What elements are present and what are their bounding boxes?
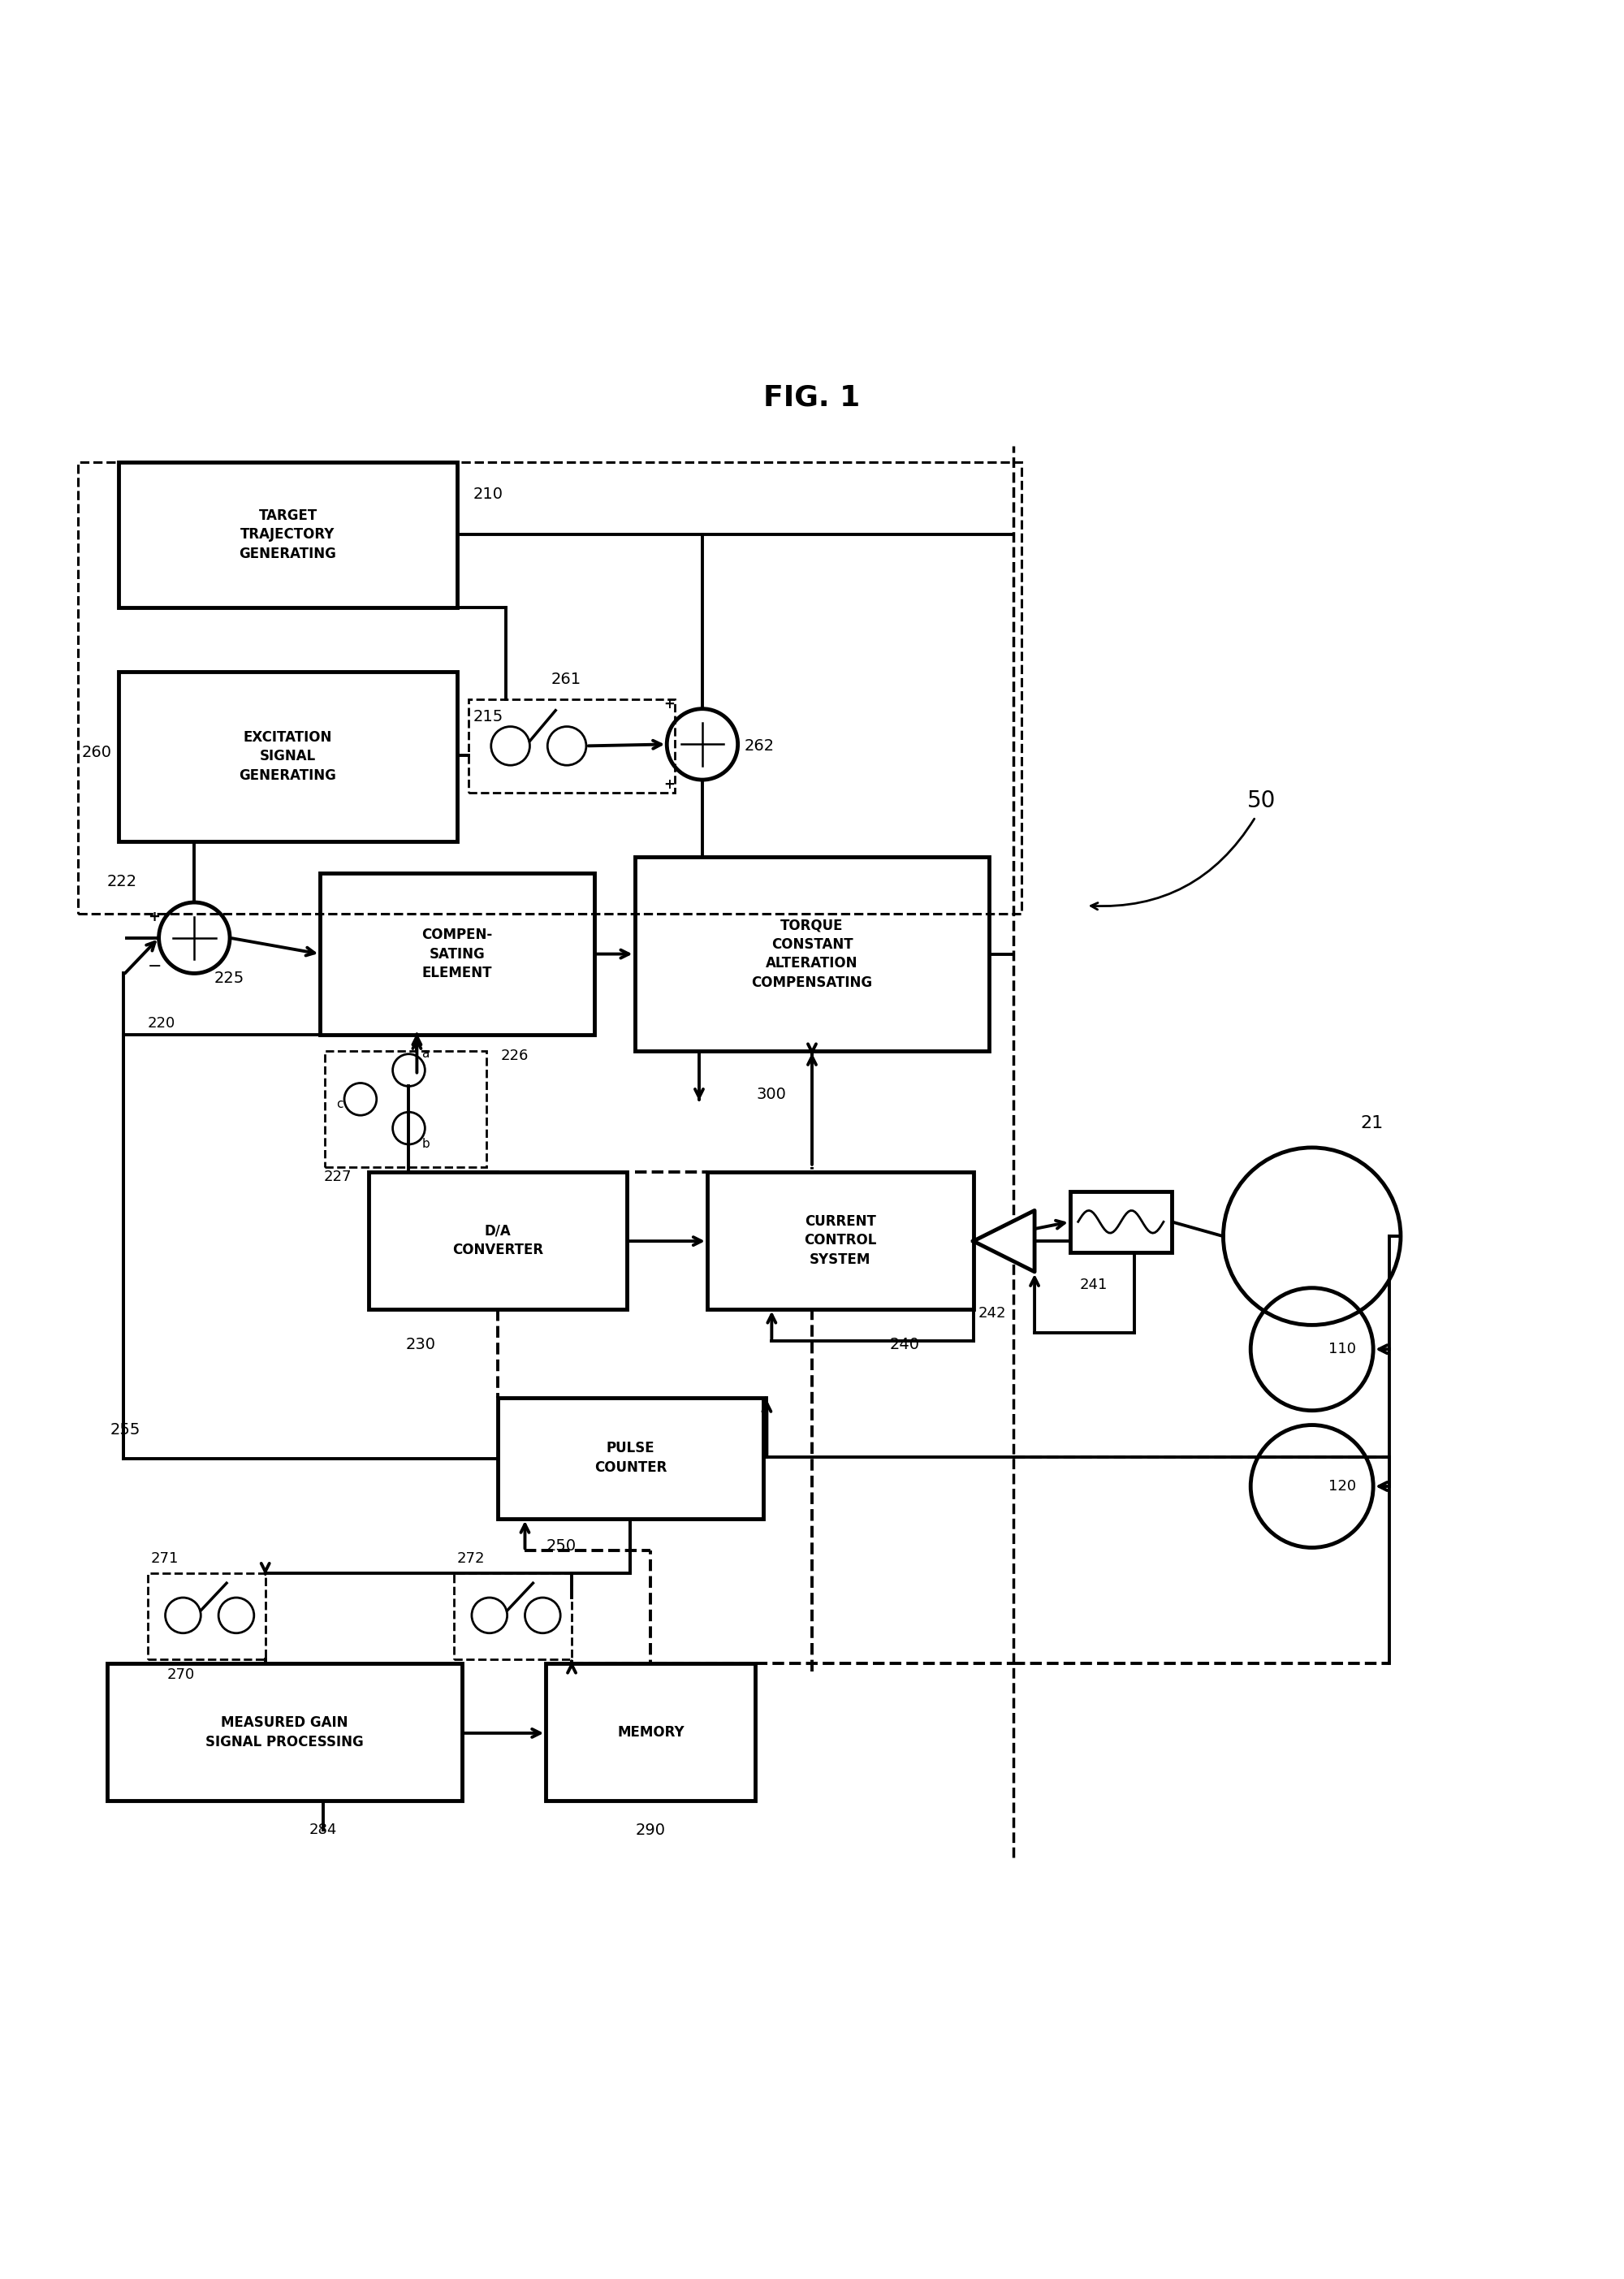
FancyBboxPatch shape bbox=[546, 1664, 755, 1800]
Text: 300: 300 bbox=[757, 1087, 786, 1103]
Text: a: a bbox=[422, 1048, 429, 1060]
Text: 215: 215 bbox=[473, 709, 503, 725]
Text: 210: 210 bbox=[473, 485, 503, 501]
FancyBboxPatch shape bbox=[706, 1171, 973, 1308]
Text: 120: 120 bbox=[1328, 1479, 1356, 1493]
Text: 220: 220 bbox=[148, 1016, 175, 1030]
Text: 260: 260 bbox=[81, 745, 112, 761]
Text: 250: 250 bbox=[546, 1538, 577, 1554]
FancyBboxPatch shape bbox=[1070, 1192, 1171, 1253]
Text: 222: 222 bbox=[107, 873, 138, 889]
Text: 255: 255 bbox=[110, 1422, 141, 1438]
FancyBboxPatch shape bbox=[119, 672, 458, 841]
Text: CURRENT
CONTROL
SYSTEM: CURRENT CONTROL SYSTEM bbox=[804, 1215, 877, 1267]
Text: 241: 241 bbox=[1080, 1276, 1108, 1292]
Text: 262: 262 bbox=[744, 738, 775, 754]
FancyBboxPatch shape bbox=[320, 873, 594, 1035]
Text: 230: 230 bbox=[406, 1338, 435, 1351]
FancyBboxPatch shape bbox=[369, 1171, 627, 1308]
Text: c: c bbox=[336, 1098, 343, 1110]
Text: 261: 261 bbox=[551, 672, 581, 688]
Text: −: − bbox=[148, 959, 162, 975]
Text: 50: 50 bbox=[1247, 789, 1276, 811]
Text: 21: 21 bbox=[1361, 1114, 1384, 1130]
Text: b: b bbox=[422, 1137, 430, 1151]
Text: PULSE
COUNTER: PULSE COUNTER bbox=[594, 1440, 667, 1475]
Text: FIG. 1: FIG. 1 bbox=[763, 383, 861, 410]
Text: 270: 270 bbox=[167, 1668, 195, 1682]
Text: 284: 284 bbox=[310, 1823, 338, 1837]
Text: 242: 242 bbox=[978, 1306, 1007, 1322]
Text: TORQUE
CONSTANT
ALTERATION
COMPENSATING: TORQUE CONSTANT ALTERATION COMPENSATING bbox=[752, 918, 872, 989]
Text: +: + bbox=[664, 697, 676, 711]
FancyBboxPatch shape bbox=[119, 463, 458, 606]
FancyBboxPatch shape bbox=[107, 1664, 463, 1800]
Text: 271: 271 bbox=[151, 1552, 179, 1566]
Text: COMPEN-
SATING
ELEMENT: COMPEN- SATING ELEMENT bbox=[422, 928, 492, 980]
Text: D/A
CONVERTER: D/A CONVERTER bbox=[451, 1224, 542, 1258]
Text: 272: 272 bbox=[458, 1552, 486, 1566]
Text: +: + bbox=[664, 777, 676, 791]
Text: TARGET
TRAJECTORY
GENERATING: TARGET TRAJECTORY GENERATING bbox=[239, 508, 336, 561]
Text: 110: 110 bbox=[1328, 1342, 1356, 1356]
Text: 240: 240 bbox=[890, 1338, 919, 1351]
Text: 226: 226 bbox=[500, 1048, 529, 1062]
Text: 225: 225 bbox=[214, 971, 244, 987]
Text: +: + bbox=[148, 909, 159, 925]
Text: MEASURED GAIN
SIGNAL PROCESSING: MEASURED GAIN SIGNAL PROCESSING bbox=[206, 1716, 364, 1750]
FancyBboxPatch shape bbox=[497, 1397, 763, 1518]
Text: MEMORY: MEMORY bbox=[617, 1725, 684, 1739]
FancyBboxPatch shape bbox=[635, 857, 989, 1051]
Polygon shape bbox=[973, 1210, 1034, 1272]
Text: 227: 227 bbox=[323, 1169, 351, 1183]
Text: EXCITATION
SIGNAL
GENERATING: EXCITATION SIGNAL GENERATING bbox=[239, 729, 336, 784]
Text: 290: 290 bbox=[635, 1823, 666, 1837]
